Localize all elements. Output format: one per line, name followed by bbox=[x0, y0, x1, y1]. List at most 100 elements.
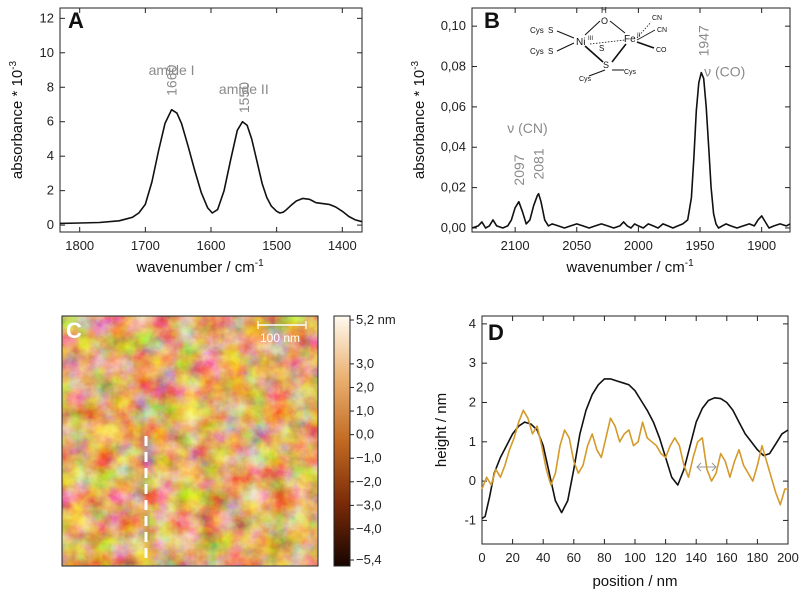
annotation: ν (CN) bbox=[507, 120, 547, 136]
y-tick-label: 2 bbox=[469, 394, 476, 409]
y-tick-label: 0,08 bbox=[441, 59, 466, 74]
y-axis-label-b: absorbance * 10-3 bbox=[410, 60, 428, 179]
colorbar-label: −5,4 bbox=[356, 552, 382, 567]
y-tick-label: 0,06 bbox=[441, 99, 466, 114]
colorbar-label: 0,0 bbox=[356, 427, 374, 442]
y-tick-label: 1 bbox=[469, 434, 476, 449]
y-tick-label: -1 bbox=[464, 512, 476, 527]
struct-label: Cys bbox=[530, 47, 544, 56]
y-tick-label: 12 bbox=[40, 10, 54, 25]
y-tick-label: 6 bbox=[47, 114, 54, 129]
y-tick-label: 4 bbox=[47, 148, 54, 163]
x-tick-label: 160 bbox=[716, 550, 738, 565]
annotation: amide II bbox=[219, 81, 269, 97]
struct-label: III bbox=[588, 36, 593, 42]
x-tick-label: 200 bbox=[777, 550, 799, 565]
plot-frame-a bbox=[59, 7, 363, 233]
x-axis-label-a: wavenumber / cm-1 bbox=[135, 258, 264, 276]
afm-height-map bbox=[62, 316, 318, 566]
colorbar-label: 5,2 nm bbox=[356, 312, 396, 327]
double-arrow-icon bbox=[696, 462, 717, 472]
panel-label-a: A bbox=[68, 8, 84, 33]
x-tick-label: 60 bbox=[567, 550, 581, 565]
struct-label: Ni bbox=[576, 37, 585, 48]
panel-label-b: B bbox=[484, 8, 500, 33]
scalebar-label: 100 nm bbox=[260, 331, 300, 345]
y-tick-label: 0 bbox=[47, 217, 54, 232]
y-tick-label: 0,02 bbox=[441, 180, 466, 195]
struct-label: Cys bbox=[624, 69, 637, 76]
annotation: 1660 bbox=[164, 65, 180, 96]
panel-d: D 0 20 40 60 80 100 120 140 160 180 200 -1 0 1 2 3 4 pos… bbox=[433, 315, 799, 590]
colorbar-label: −1,0 bbox=[356, 450, 382, 465]
annotation: 1550 bbox=[236, 82, 252, 113]
annotation: ν (CO) bbox=[704, 64, 745, 80]
series-line bbox=[471, 71, 791, 229]
x-tick-label: 180 bbox=[747, 550, 769, 565]
struct-label: CN bbox=[657, 27, 667, 34]
colorbar-label: −4,0 bbox=[356, 521, 382, 536]
x-tick-label: 2050 bbox=[562, 238, 591, 253]
plot-frame-b bbox=[471, 7, 791, 233]
nife-site-structure-icon: Cys S Cys S Ni III O H Fe II CN CN CO S … bbox=[530, 6, 667, 83]
y-tick-label: 2 bbox=[47, 183, 54, 198]
afm-frame bbox=[61, 315, 319, 567]
series-line bbox=[481, 409, 788, 506]
struct-label: S bbox=[599, 44, 604, 53]
colorbar-label: −2,0 bbox=[356, 474, 382, 489]
x-tick-label: 1900 bbox=[747, 238, 776, 253]
struct-label: S bbox=[548, 26, 553, 35]
y-axis-label-d: height / nm bbox=[433, 393, 450, 467]
panel-c: C 100 nm 5,2 nm 3,0 2,0 1,0 0,0 −1,0 −2,0 −3,0 −… bbox=[61, 312, 396, 567]
annotation: 2097 bbox=[511, 154, 527, 185]
colorbar-label: 2,0 bbox=[356, 379, 374, 394]
x-tick-label: 100 bbox=[624, 550, 646, 565]
x-tick-label: 1700 bbox=[131, 238, 160, 253]
annotation: 1947 bbox=[696, 25, 712, 56]
colorbar-label: −3,0 bbox=[356, 497, 382, 512]
struct-label: Fe bbox=[624, 34, 636, 45]
series-line bbox=[59, 108, 363, 225]
x-tick-label: 120 bbox=[655, 550, 677, 565]
x-tick-label: 1500 bbox=[262, 238, 291, 253]
x-tick-label: 2000 bbox=[624, 238, 653, 253]
x-axis-label-d: position / nm bbox=[592, 573, 677, 590]
x-tick-label: 1800 bbox=[65, 238, 94, 253]
annotation: amide I bbox=[149, 62, 195, 78]
x-tick-label: 20 bbox=[505, 550, 519, 565]
x-tick-label: 2100 bbox=[501, 238, 530, 253]
y-tick-label: 4 bbox=[469, 316, 476, 331]
y-tick-label: 3 bbox=[469, 355, 476, 370]
x-tick-label: 140 bbox=[685, 550, 707, 565]
struct-label: Cys bbox=[579, 76, 592, 83]
series-line bbox=[481, 378, 789, 520]
struct-label: H bbox=[601, 6, 607, 15]
struct-label: CO bbox=[656, 47, 667, 54]
y-axis-label-a: absorbance * 10-3 bbox=[8, 60, 26, 179]
x-tick-label: 80 bbox=[597, 550, 611, 565]
x-tick-label: 1400 bbox=[328, 238, 357, 253]
y-tick-label: 10 bbox=[40, 45, 54, 60]
colorbar-label: 3,0 bbox=[356, 356, 374, 371]
colorbar bbox=[334, 316, 350, 566]
colorbar-label: 1,0 bbox=[356, 403, 374, 418]
x-axis-label-b: wavenumber / cm-1 bbox=[565, 258, 694, 276]
plot-frame-d bbox=[481, 315, 789, 545]
x-tick-label: 40 bbox=[536, 550, 550, 565]
x-tick-label: 0 bbox=[478, 550, 485, 565]
struct-label: CN bbox=[652, 15, 662, 22]
annotation: 2081 bbox=[531, 148, 547, 179]
struct-label: Cys bbox=[530, 26, 544, 35]
x-tick-label: 1600 bbox=[197, 238, 226, 253]
y-tick-label: 0,04 bbox=[441, 139, 466, 154]
y-tick-label: 0,10 bbox=[441, 18, 466, 33]
struct-label: S bbox=[548, 47, 553, 56]
panel-label-d: D bbox=[488, 320, 504, 345]
struct-label: O bbox=[601, 16, 608, 26]
y-tick-label: 0 bbox=[469, 473, 476, 488]
y-tick-label: 0,00 bbox=[441, 220, 466, 235]
y-tick-label: 8 bbox=[47, 79, 54, 94]
struct-label: S bbox=[603, 60, 609, 70]
